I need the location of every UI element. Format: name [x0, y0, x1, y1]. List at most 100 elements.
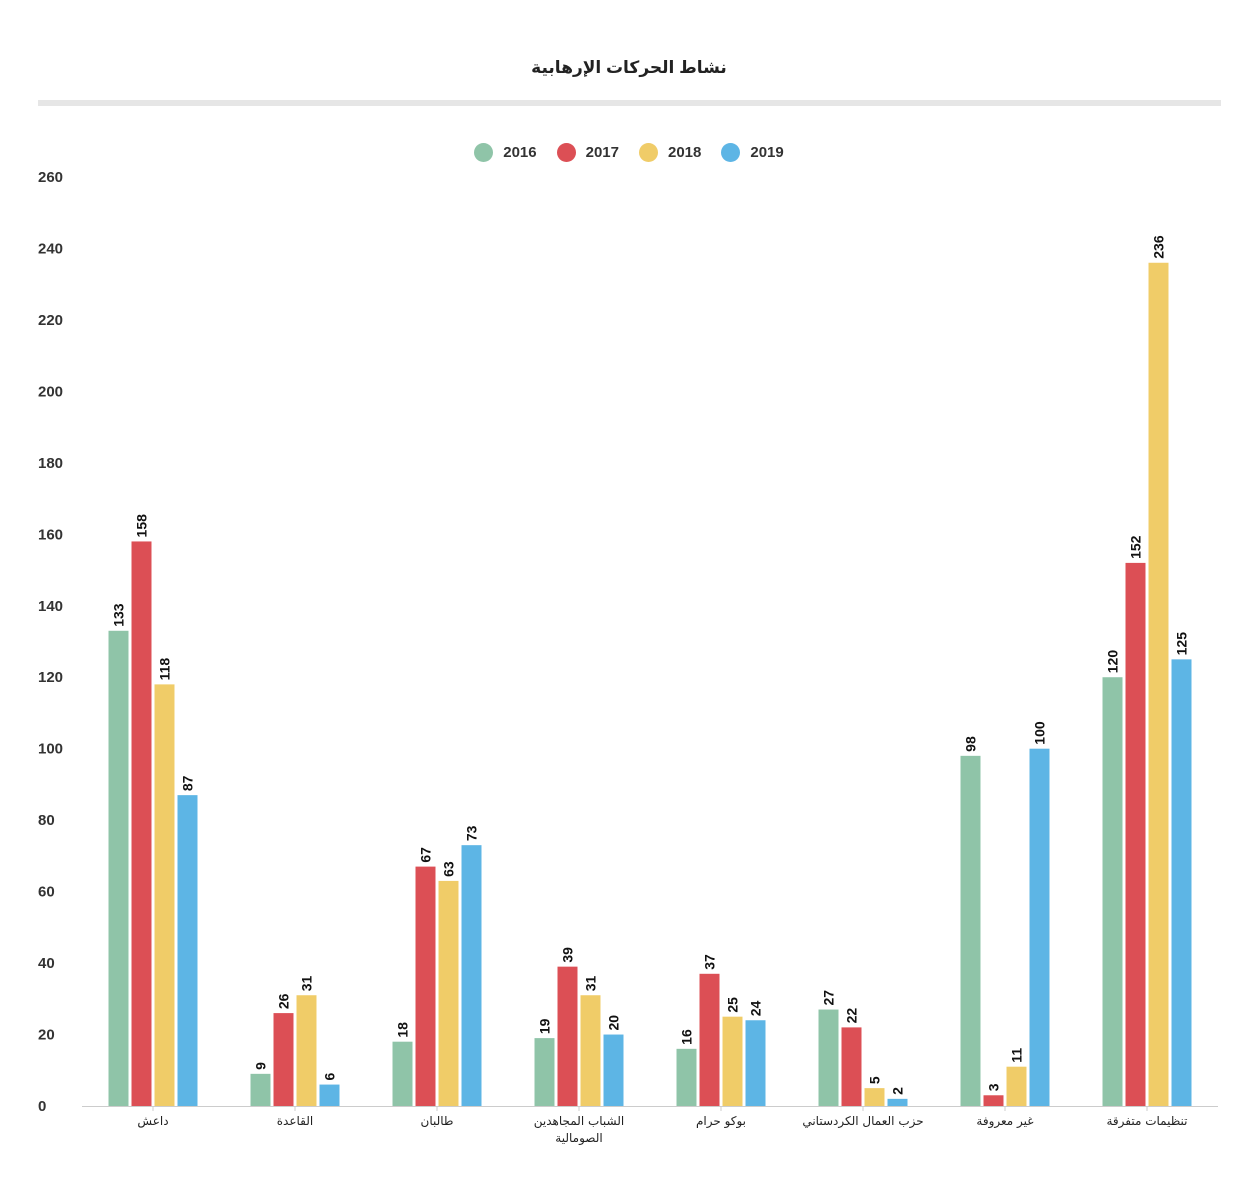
legend-swatch: [474, 143, 494, 162]
data-label: 2: [890, 1087, 906, 1095]
bar-2018: [580, 995, 601, 1106]
bar-2019: [319, 1084, 340, 1106]
data-label: 6: [322, 1073, 338, 1081]
legend-label: 2017: [585, 144, 619, 161]
data-label: 100: [1032, 721, 1048, 745]
y-tick-label: 180: [38, 455, 63, 472]
y-tick-label: 60: [38, 884, 55, 901]
data-label: 152: [1128, 535, 1144, 559]
data-label: 236: [1151, 235, 1167, 259]
bar-2018: [438, 880, 459, 1106]
data-label: 98: [963, 736, 979, 752]
data-label: 27: [821, 990, 837, 1006]
data-label: 26: [276, 993, 292, 1009]
bar-2018: [722, 1016, 743, 1106]
legend-label: 2019: [750, 144, 784, 161]
legend-label: 2016: [503, 144, 537, 161]
legend-item-2017[interactable]: 2017: [556, 143, 619, 162]
data-label: 125: [1174, 632, 1190, 656]
legend-item-2016[interactable]: 2016: [474, 143, 537, 162]
bar-2019: [177, 795, 198, 1106]
bar-2019: [1171, 659, 1192, 1106]
bar-2019: [461, 845, 482, 1106]
bar-2016: [392, 1041, 413, 1106]
data-label: 31: [299, 975, 315, 991]
bar-2018: [154, 684, 175, 1106]
bar-2017: [557, 966, 578, 1106]
bar-2016: [960, 755, 981, 1106]
data-label: 25: [725, 997, 741, 1013]
y-tick-label: 0: [38, 1098, 46, 1115]
bar-2018: [864, 1088, 885, 1106]
data-label: 120: [1105, 650, 1121, 674]
legend-swatch: [639, 143, 658, 162]
chart-title: نشاط الحركات الإرهابية: [531, 58, 727, 77]
y-tick-label: 40: [38, 955, 55, 972]
bar-2017: [415, 866, 436, 1106]
data-label: 37: [702, 954, 718, 970]
y-tick-label: 200: [38, 383, 63, 400]
data-label: 87: [180, 775, 196, 791]
data-label: 11: [1009, 1048, 1025, 1063]
category-label: بوكو حرام: [696, 1114, 746, 1129]
category-label: حزب العمال الكردستاني: [802, 1114, 923, 1129]
bar-2018: [296, 995, 317, 1106]
data-label: 5: [867, 1076, 883, 1084]
data-label: 3: [986, 1083, 1002, 1091]
category-label: تنظيمات متفرقة: [1106, 1114, 1187, 1129]
data-label: 31: [583, 975, 599, 991]
y-tick-label: 80: [38, 812, 55, 829]
legend-label: 2018: [668, 144, 702, 161]
data-label: 20: [606, 1015, 622, 1031]
data-label: 18: [395, 1022, 411, 1038]
category-label: الشباب المجاهدين: [534, 1114, 625, 1129]
y-tick-label: 160: [38, 526, 63, 543]
category-label: طالبان: [421, 1114, 454, 1128]
bar-2018: [1006, 1066, 1027, 1106]
bar-2016: [534, 1038, 555, 1106]
bar-2017: [1125, 562, 1146, 1106]
bar-2017: [699, 973, 720, 1106]
y-tick-label: 220: [38, 312, 63, 329]
data-label: 22: [844, 1008, 860, 1024]
bar-2016: [250, 1073, 271, 1106]
bar-2017: [131, 541, 152, 1106]
bar-2016: [676, 1048, 697, 1106]
y-tick-label: 240: [38, 240, 63, 257]
data-label: 73: [464, 825, 480, 841]
data-label: 19: [537, 1018, 553, 1034]
data-label: 67: [418, 847, 434, 863]
data-label: 39: [560, 947, 576, 963]
legend-item-2018[interactable]: 2018: [639, 143, 701, 162]
legend-item-2019[interactable]: 2019: [721, 143, 784, 162]
category-label: القاعدة: [277, 1114, 313, 1128]
data-label: 9: [253, 1062, 269, 1070]
data-label: 24: [748, 1000, 764, 1016]
bar-2018: [1148, 262, 1169, 1106]
data-label: 158: [134, 514, 150, 538]
bar-2016: [1102, 677, 1123, 1106]
data-label: 63: [441, 861, 457, 877]
category-label: غير معروفة: [976, 1114, 1033, 1129]
category-label: داعش: [137, 1114, 168, 1129]
bar-2017: [983, 1095, 1004, 1106]
chart-legend: 2016 2017 2018 2019: [0, 143, 1258, 162]
bar-2016: [108, 630, 129, 1106]
legend-swatch: [556, 143, 576, 162]
bar-2019: [603, 1034, 624, 1106]
data-label: 133: [111, 603, 127, 627]
title-divider: [38, 100, 1221, 106]
y-tick-label: 260: [38, 169, 63, 186]
y-tick-label: 20: [38, 1027, 55, 1044]
bar-2017: [273, 1013, 294, 1106]
legend-swatch: [721, 143, 741, 162]
bar-2019: [745, 1020, 766, 1106]
data-label: 118: [157, 658, 173, 681]
y-tick-label: 140: [38, 598, 63, 615]
bar-2016: [818, 1009, 839, 1106]
data-label: 16: [679, 1029, 695, 1045]
bar-2017: [841, 1027, 862, 1106]
bar-2019: [1029, 748, 1050, 1106]
category-label: الصومالية: [555, 1131, 602, 1146]
